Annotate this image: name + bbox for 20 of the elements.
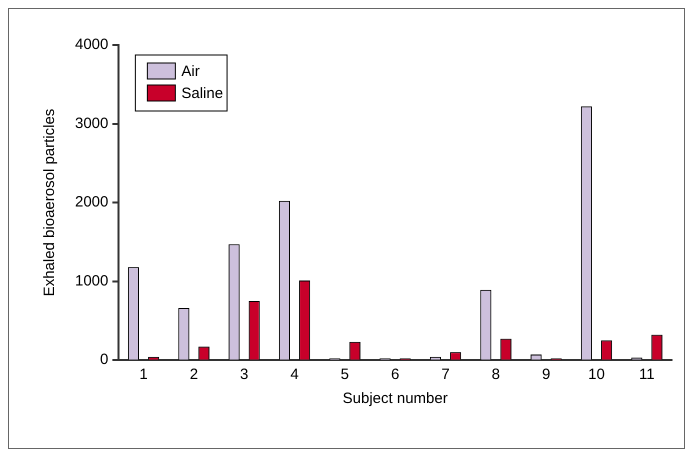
- x-tick-label: 5: [340, 366, 350, 384]
- x-tick-label: 4: [290, 366, 299, 384]
- legend-label: Air: [181, 63, 200, 80]
- x-tick-label: 11: [639, 366, 655, 384]
- y-tick-label: 3000: [74, 114, 108, 132]
- x-axis-title: Subject number: [342, 390, 448, 408]
- x-tick-label: 3: [240, 366, 248, 384]
- x-tick-label: 1: [139, 366, 148, 384]
- x-tick-label: 7: [441, 366, 450, 384]
- y-tick-label: 4000: [74, 36, 108, 54]
- y-tick-label: 2000: [74, 194, 108, 211]
- x-tick-label: 9: [542, 366, 550, 384]
- y-tick-label: 1000: [74, 272, 108, 290]
- x-tick-label: 8: [492, 366, 500, 384]
- y-axis-title: Exhaled bioaerosol particles: [41, 108, 58, 296]
- y-tick-label: 0: [100, 351, 108, 368]
- x-tick-label: 2: [190, 366, 198, 384]
- legend-label: Saline: [181, 85, 224, 102]
- x-tick-label: 10: [588, 366, 605, 384]
- x-tick-label: 6: [391, 366, 400, 384]
